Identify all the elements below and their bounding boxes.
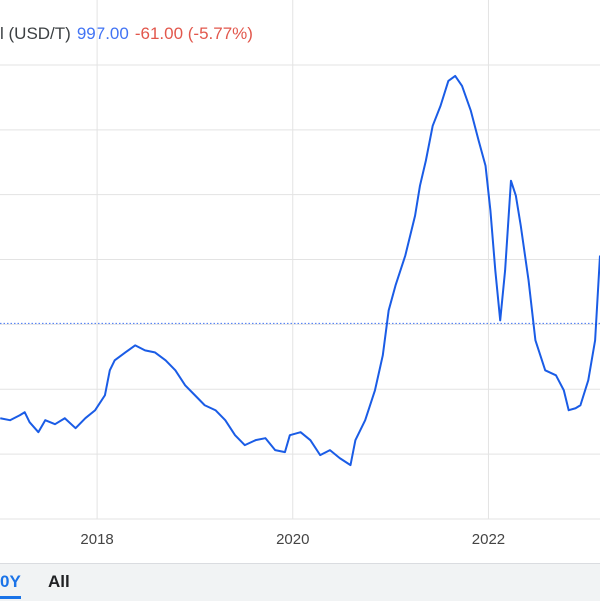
x-tick-label: 2020 [276, 531, 309, 548]
chart: 2018 2020 2022 [0, 0, 600, 548]
price-line [0, 74, 600, 467]
range-tabs: 0Y All [0, 563, 600, 601]
x-tick-label: 2018 [80, 531, 113, 548]
range-tab[interactable]: All [48, 572, 70, 591]
range-tab[interactable]: 0Y [0, 572, 21, 599]
change: -61.00 (-5.77%) [134, 24, 253, 43]
instrument-name: l (USD/T) [0, 24, 71, 43]
price: 997.00 [76, 24, 129, 43]
x-tick-label: 2022 [472, 531, 505, 548]
quote-header: l (USD/T) 997.00 -61.00 (-5.77%) [0, 24, 259, 44]
